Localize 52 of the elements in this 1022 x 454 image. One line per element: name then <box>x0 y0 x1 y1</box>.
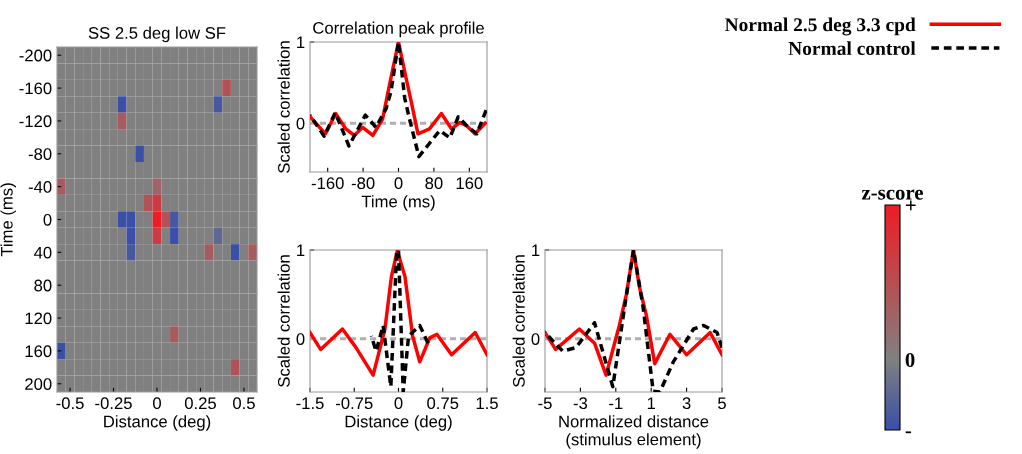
x-tick-label: 3 <box>682 397 691 410</box>
color-bar-label: + <box>905 200 916 211</box>
y-tick-label: -80 <box>28 148 52 160</box>
y-tick-label: -120 <box>19 115 52 128</box>
x-tick-label: 0 <box>394 397 403 410</box>
y-tick-label: 0 <box>296 117 305 130</box>
x-tick-label: 0.5 <box>233 397 255 410</box>
y-tick-label: 1 <box>297 244 305 257</box>
y-tick-label: 200 <box>25 378 52 390</box>
y-tick-label: 40 <box>33 246 52 259</box>
x-axis-title: Time (ms) <box>361 195 435 211</box>
y-axis-title: Scaled correlation <box>277 255 290 387</box>
y-tick-label: -160 <box>19 82 52 95</box>
y-axis-title: Scaled correlation <box>512 255 525 387</box>
y-tick-label: 1 <box>297 36 305 49</box>
x-tick-label: -160 <box>311 177 344 190</box>
color-bar-label: - <box>905 431 912 434</box>
x-axis-title: Distance (deg) <box>104 415 211 431</box>
y-tick-label: 120 <box>25 312 52 325</box>
x-tick-label: -0.5 <box>56 397 84 410</box>
y-tick-label: 0 <box>296 333 305 345</box>
x-tick-label: 1 <box>647 397 656 409</box>
legend-label: Normal control <box>788 41 916 56</box>
color-bar-label: 0 <box>905 353 915 368</box>
y-tick-label: -40 <box>28 181 52 193</box>
x-tick-label: -1.5 <box>296 397 324 410</box>
x-tick-label: 5 <box>718 397 726 410</box>
x-tick-label: 1.5 <box>476 397 498 410</box>
color-bar-title: z-score <box>861 189 923 200</box>
y-tick-label: 80 <box>34 279 52 292</box>
x-tick-label: -0.75 <box>336 397 373 410</box>
x-tick-label: -80 <box>351 177 375 190</box>
x-axis-title: Normalized distance (stimulus element) <box>559 415 709 449</box>
chart-title: Correlation peak profile <box>313 21 484 38</box>
y-tick-label: -200 <box>19 49 52 62</box>
x-tick-label: -3 <box>573 397 588 410</box>
y-tick-label: 160 <box>25 345 52 358</box>
x-tick-label: -1 <box>609 397 623 409</box>
x-axis-title: Distance (deg) <box>345 415 452 431</box>
y-axis-title: Time (ms) <box>0 183 16 257</box>
x-tick-label: -5 <box>538 397 552 410</box>
chart-title: SS 2.5 deg low SF <box>88 26 226 43</box>
x-tick-label: 0 <box>394 177 403 190</box>
x-tick-label: 0.75 <box>427 397 459 410</box>
y-tick-label: 0 <box>43 213 52 226</box>
x-tick-label: 0.25 <box>184 397 216 410</box>
x-tick-label: 160 <box>456 177 483 190</box>
legend-label: Normal 2.5 deg 3.3 cpd <box>724 17 916 36</box>
x-tick-label: -0.25 <box>95 397 132 410</box>
y-axis-title: Scaled correlation <box>277 41 290 173</box>
x-tick-label: 0 <box>153 397 161 410</box>
x-tick-label: 80 <box>425 177 443 190</box>
